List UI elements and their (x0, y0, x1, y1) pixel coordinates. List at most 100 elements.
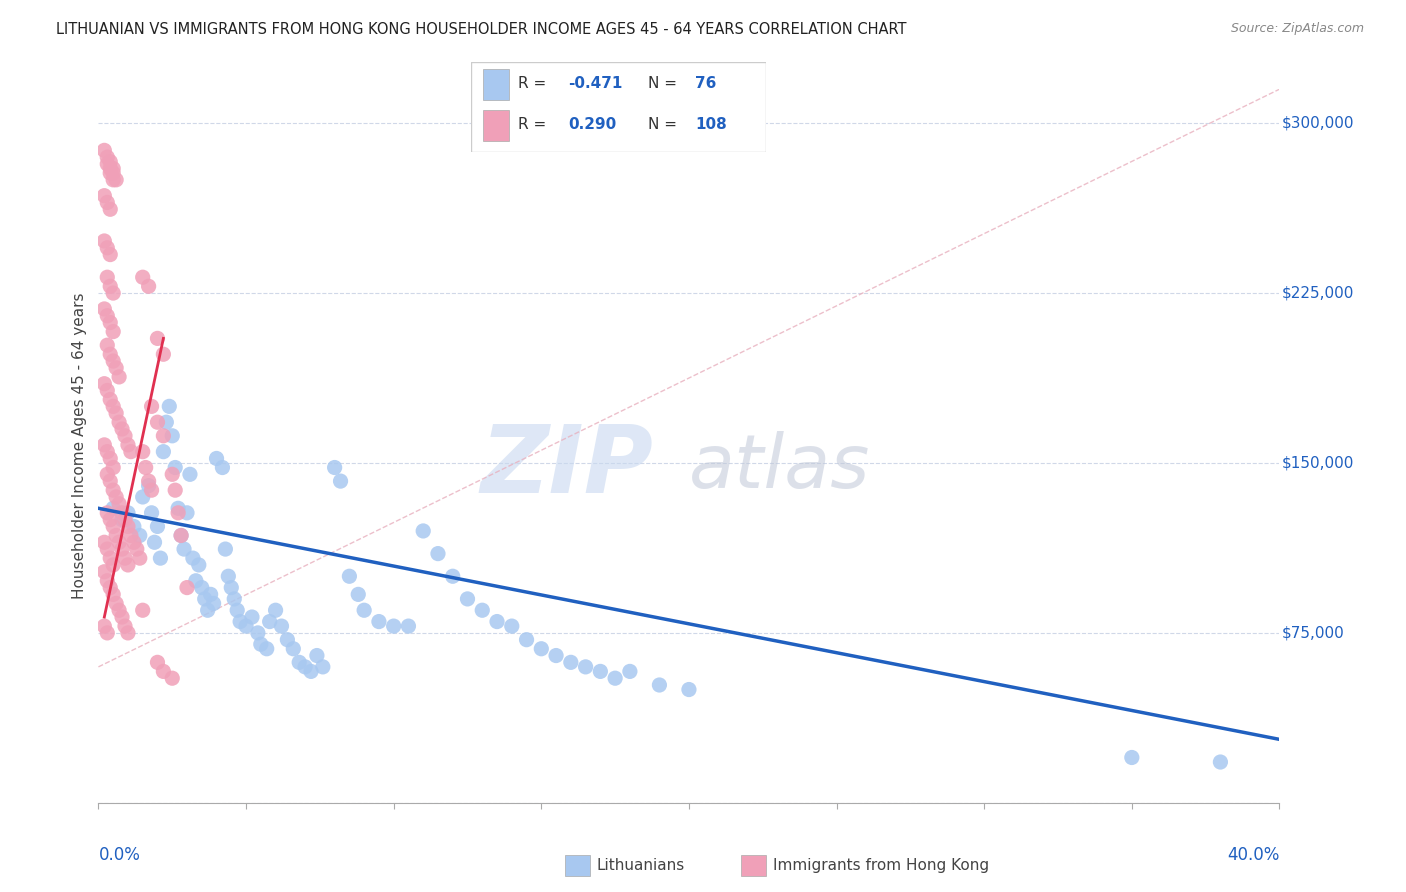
Point (93, 565, 115, 579)
Point (105, 406, 128, 420)
Point (574, 660, 596, 674)
Point (117, 438, 139, 452)
Point (103, 519, 125, 533)
Point (240, 610, 263, 624)
Point (132, 444, 155, 458)
Point (103, 325, 125, 339)
Point (146, 656, 169, 670)
Text: N =: N = (648, 118, 682, 132)
Text: 0.0%: 0.0% (98, 846, 141, 863)
Point (108, 415, 131, 429)
Point (117, 519, 139, 533)
Point (337, 569, 360, 583)
Text: 0.290: 0.290 (568, 118, 617, 132)
FancyBboxPatch shape (482, 69, 509, 100)
Point (299, 665, 322, 679)
Point (382, 619, 405, 633)
Point (187, 558, 209, 572)
Point (96, 626, 118, 640)
Text: 76: 76 (696, 77, 717, 91)
Point (162, 467, 183, 482)
Point (105, 528, 128, 542)
FancyBboxPatch shape (741, 855, 766, 876)
FancyBboxPatch shape (482, 110, 509, 141)
Point (157, 400, 180, 414)
Point (176, 581, 198, 595)
Point (122, 519, 145, 533)
Point (98, 513, 121, 527)
Point (132, 490, 155, 504)
Point (114, 551, 136, 566)
Point (93, 188, 115, 202)
Point (108, 497, 131, 511)
Point (143, 535, 166, 549)
Point (98, 347, 121, 361)
Point (141, 400, 163, 414)
Point (120, 444, 142, 458)
Point (219, 581, 242, 595)
Point (152, 444, 174, 458)
Point (141, 483, 163, 498)
Point (224, 591, 246, 606)
Point (167, 506, 190, 520)
Point (103, 501, 125, 516)
Point (229, 615, 252, 629)
Point (456, 591, 478, 606)
Point (312, 660, 335, 674)
Point (96, 241, 118, 255)
Point (128, 528, 150, 542)
Point (103, 460, 125, 475)
Point (96, 467, 118, 482)
Point (173, 542, 195, 557)
Point (108, 535, 131, 549)
Point (103, 286, 125, 301)
Point (111, 513, 134, 527)
Point (530, 641, 553, 656)
Point (226, 603, 249, 617)
Point (217, 569, 239, 583)
Point (98, 161, 121, 176)
Point (93, 144, 115, 158)
Point (93, 438, 115, 452)
Point (235, 619, 257, 633)
Point (152, 347, 174, 361)
Point (194, 591, 217, 606)
Point (165, 483, 187, 498)
Point (98, 392, 121, 407)
Point (149, 551, 172, 566)
Point (117, 558, 139, 572)
FancyBboxPatch shape (565, 855, 591, 876)
Point (103, 400, 125, 414)
Point (544, 648, 567, 663)
Text: Source: ZipAtlas.com: Source: ZipAtlas.com (1230, 22, 1364, 36)
Point (501, 619, 523, 633)
Point (412, 524, 434, 538)
Text: atlas: atlas (689, 432, 870, 503)
Point (146, 415, 169, 429)
Point (191, 581, 214, 595)
Point (152, 429, 174, 443)
Text: ZIP: ZIP (481, 421, 654, 514)
Point (117, 506, 139, 520)
Point (678, 682, 700, 697)
Point (353, 603, 375, 617)
Point (138, 474, 160, 488)
Point (246, 626, 269, 640)
Point (111, 506, 134, 520)
Point (288, 656, 311, 670)
Text: N =: N = (648, 77, 682, 91)
Text: $150,000: $150,000 (1282, 456, 1354, 470)
Point (98, 154, 121, 169)
Point (103, 173, 125, 187)
Point (305, 648, 328, 663)
Point (176, 506, 198, 520)
Point (96, 506, 118, 520)
Point (329, 474, 352, 488)
Point (283, 641, 305, 656)
Point (103, 483, 125, 498)
Point (396, 619, 419, 633)
Point (162, 671, 183, 685)
Point (589, 665, 612, 679)
Point (323, 460, 346, 475)
Point (155, 415, 177, 429)
